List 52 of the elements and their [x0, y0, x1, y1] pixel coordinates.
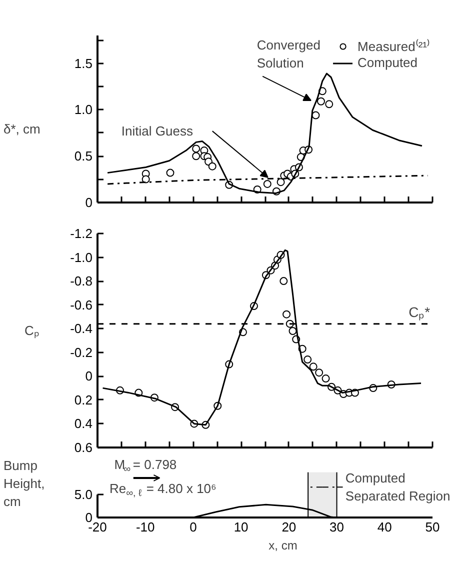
x-tick-label: 50: [425, 520, 440, 534]
point: [166, 168, 174, 177]
x-tick-label: 40: [377, 520, 392, 534]
y-tick-label: 1.0: [74, 102, 93, 118]
point: [309, 362, 318, 371]
y-axis-title: Bump Height, cm: [4, 458, 45, 510]
line-series: [106, 72, 423, 194]
x-tick-label: -10: [136, 520, 155, 534]
x-tick-label: 30: [330, 520, 344, 534]
y-axis-title: δ*, cm: [4, 121, 40, 136]
legend-label: Computed: [358, 55, 418, 70]
y-tick-label: 0: [85, 510, 93, 525]
band-label: Computed Separated Region: [345, 470, 450, 504]
x-tick-label: 0: [190, 520, 197, 534]
x-tick-label: 20: [282, 520, 296, 534]
text: M∞ = 0.798: [114, 457, 177, 476]
y-tick-label: -0.2: [70, 344, 93, 360]
y-tick-label: 0.6: [74, 440, 93, 455]
y-tick-label: 0: [85, 368, 93, 384]
y-tick-label: 0: [85, 195, 93, 210]
x-axis-title: x, cm: [268, 538, 298, 552]
point: [315, 368, 324, 377]
y-tick-label: 0.2: [74, 392, 93, 408]
point: [322, 374, 330, 383]
y-tick-label: 0.5: [74, 148, 93, 164]
legend-label: Measured⁽²¹⁾: [358, 38, 430, 55]
point: [312, 111, 320, 120]
y-tick-label: 5.0: [74, 487, 93, 502]
y-tick-label: -1.2: [70, 226, 93, 241]
point: [276, 178, 285, 186]
point: [142, 175, 150, 184]
point: [192, 144, 200, 153]
point: [316, 97, 325, 106]
point: [280, 277, 288, 286]
y-axis-title: Cₚ: [24, 322, 39, 339]
point: [304, 356, 312, 364]
annotation: Initial Guess: [121, 124, 194, 139]
y-tick-label: 1.5: [74, 56, 93, 71]
point: [263, 180, 272, 188]
point: [288, 326, 297, 335]
y-tick-label: 0.4: [74, 416, 93, 432]
annotation: Converged Solution: [256, 38, 320, 71]
y-tick-label: -1.0: [70, 250, 93, 265]
y-tick-label: -0.8: [70, 274, 93, 289]
y-tick-label: -0.6: [70, 297, 93, 312]
point: [208, 162, 216, 170]
point: [192, 152, 200, 160]
y-tick-label: -0.4: [70, 321, 93, 336]
point: [282, 310, 291, 318]
x-tick-label: 10: [234, 520, 248, 534]
ref-line-label: Cₚ*: [408, 304, 431, 321]
point: [325, 100, 334, 108]
